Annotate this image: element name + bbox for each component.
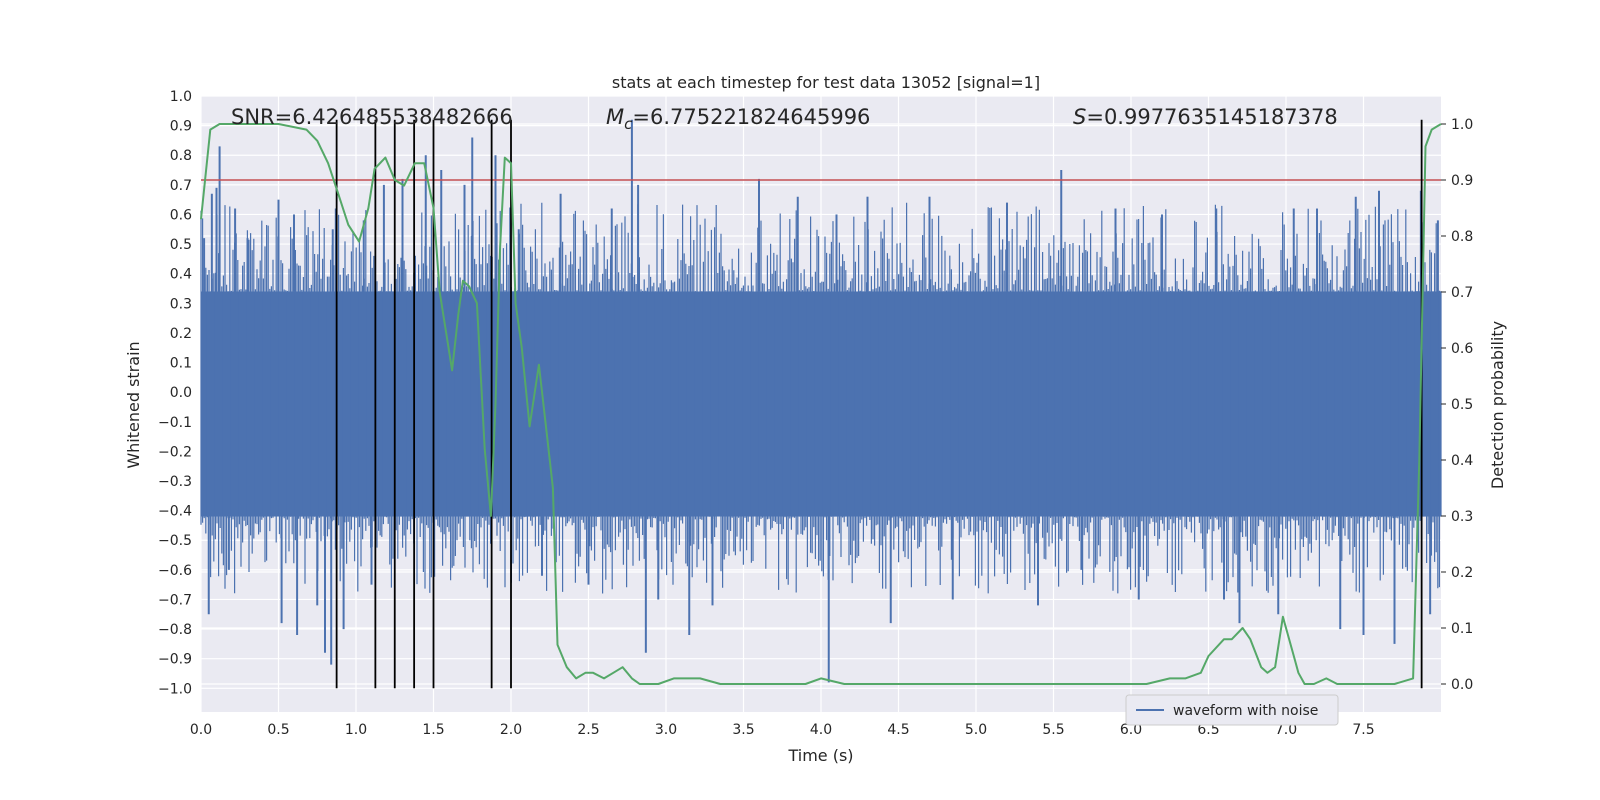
y2-tick-label: 0.0	[1451, 677, 1473, 693]
y-tick-label: 0.2	[170, 326, 192, 342]
y-tick-label: 0.6	[170, 207, 192, 223]
x-tick-label: 1.0	[345, 722, 367, 738]
y2-tick-label: 0.5	[1451, 397, 1473, 413]
y-tick-label: −0.6	[158, 563, 192, 579]
y-tick-label: −0.2	[158, 444, 192, 460]
x-tick-label: 3.0	[655, 722, 677, 738]
x-tick-label: 4.5	[887, 722, 909, 738]
x-tick-label: 5.5	[1042, 722, 1064, 738]
y-tick-label: 0.9	[170, 119, 192, 135]
x-tick-label: 7.0	[1275, 722, 1297, 738]
x-tick-label: 4.0	[810, 722, 832, 738]
y-tick-label: −1.0	[158, 681, 192, 697]
y2-tick-label: 0.2	[1451, 565, 1473, 581]
chirp-mass-symbol: M	[606, 105, 624, 129]
y2-tick-label: 0.4	[1451, 453, 1473, 469]
y2-axis-ticks: 1.0 0.9 0.8 0.7 0.6 0.5 0.4 0.3 0.2 0.1 0.0	[1441, 117, 1473, 693]
snr-annotation: SNR=6.426485538482666	[231, 105, 513, 129]
x-tick-label: 5.0	[965, 722, 987, 738]
x-tick-label: 6.0	[1120, 722, 1142, 738]
y2-tick-label: 0.8	[1451, 229, 1473, 245]
y-tick-label: −0.8	[158, 622, 192, 638]
y-tick-label: 0.8	[170, 148, 192, 164]
score-value: =0.9977635145187378	[1086, 105, 1337, 129]
y-tick-label: 1.0	[170, 89, 192, 105]
x-axis-label: Time (s)	[787, 746, 853, 765]
y-axis-ticks: 1.0 0.9 0.8 0.7 0.6 0.5 0.4 0.3 0.2 0.1 0.0 −0.1 −0.…	[158, 89, 192, 697]
y-tick-label: 0.5	[170, 237, 192, 253]
score-annotation: S=0.9977635145187378	[1073, 105, 1338, 129]
chirp-mass-value: =6.775221824645996	[632, 105, 870, 129]
chart-title: stats at each timestep for test data 130…	[612, 73, 1040, 92]
x-tick-label: 1.5	[422, 722, 444, 738]
y-tick-label: −0.3	[158, 474, 192, 490]
y-axis-label: Whitened strain	[124, 341, 143, 468]
waveform-series	[200, 119, 1442, 683]
y-tick-label: 0.7	[170, 178, 192, 194]
y-tick-label: −0.9	[158, 652, 192, 668]
x-tick-label: 6.5	[1197, 722, 1219, 738]
legend-box	[1125, 694, 1339, 726]
y2-tick-label: 0.6	[1451, 341, 1473, 357]
vline-layer	[335, 119, 1423, 689]
x-tick-label: 2.0	[500, 722, 522, 738]
score-symbol: S	[1073, 105, 1086, 129]
y2-axis-label: Detection probability	[1488, 321, 1507, 489]
y-tick-label: 0.0	[170, 385, 192, 401]
y2-tick-label: 1.0	[1451, 117, 1473, 133]
x-axis-ticks: 0.0 0.5 1.0 1.5 2.0 2.5 3.0 3.5 4.0 4.5 5.0 5.5 6.0 6…	[190, 722, 1375, 738]
x-tick-label: 2.5	[577, 722, 599, 738]
y-tick-label: 0.3	[170, 296, 192, 312]
y2-tick-label: 0.1	[1451, 621, 1473, 637]
y2-tick-label: 0.3	[1451, 509, 1473, 525]
y-tick-label: 0.1	[170, 356, 192, 372]
x-tick-label: 0.5	[267, 722, 289, 738]
x-tick-label: 7.5	[1352, 722, 1374, 738]
probability-line	[200, 123, 1442, 685]
y-tick-label: −0.1	[158, 415, 192, 431]
x-tick-label: 0.0	[190, 722, 212, 738]
probability-series	[200, 123, 1442, 685]
y-tick-label: −0.7	[158, 592, 192, 608]
y-tick-label: −0.4	[158, 504, 192, 520]
waveform-noise-trace	[200, 202, 1442, 594]
y-tick-label: −0.5	[158, 533, 192, 549]
x-tick-label: 3.5	[732, 722, 754, 738]
y-tick-label: 0.4	[170, 267, 192, 283]
chirp-mass-subscript: c	[624, 115, 633, 133]
y2-tick-label: 0.9	[1451, 173, 1473, 189]
legend: waveform with noise	[1125, 694, 1339, 726]
legend-label: waveform with noise	[1173, 703, 1318, 719]
y2-tick-label: 0.7	[1451, 285, 1473, 301]
chirp-mass-annotation: Mc=6.775221824645996	[606, 105, 870, 133]
plot-area	[200, 95, 1442, 712]
